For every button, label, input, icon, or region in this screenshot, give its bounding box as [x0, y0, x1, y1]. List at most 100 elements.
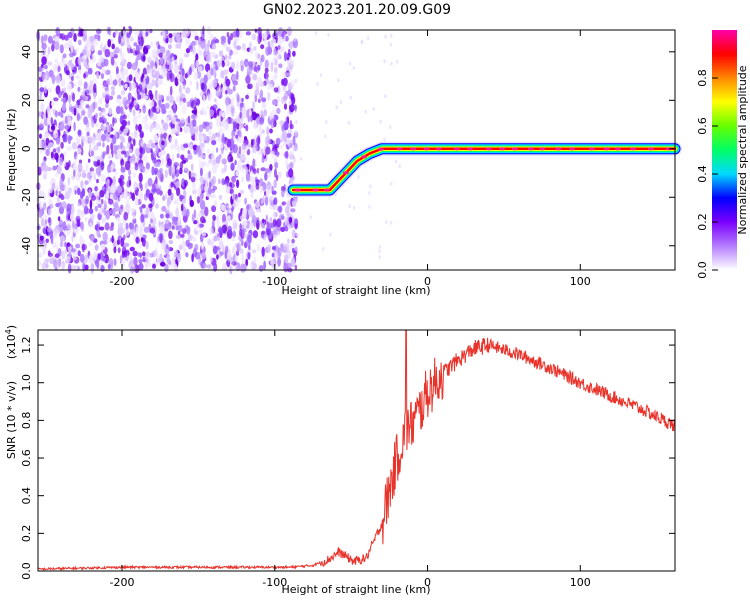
noise-speckle [110, 56, 115, 66]
noise-speckle [285, 156, 289, 167]
noise-speckle [105, 137, 111, 143]
noise-speckle [149, 227, 156, 234]
noise-speckle [44, 85, 47, 94]
noise-speckle [219, 251, 224, 256]
noise-speckle [216, 59, 222, 68]
noise-speckle [273, 67, 278, 74]
noise-speckle [171, 128, 176, 135]
noise-speckle [94, 244, 99, 251]
noise-speckle [156, 104, 160, 113]
noise-speckle [58, 190, 62, 195]
noise-speckle [172, 165, 176, 175]
noise-speckle [38, 123, 44, 131]
noise-speckle [212, 159, 216, 166]
noise-speckle [239, 111, 243, 119]
noise-speckle [327, 32, 330, 37]
noise-speckle [174, 217, 178, 226]
noise-speckle [383, 59, 386, 64]
noise-speckle [253, 256, 256, 264]
noise-speckle [93, 155, 97, 161]
noise-speckle [266, 126, 270, 136]
noise-speckle [193, 106, 198, 116]
noise-speckle [185, 38, 191, 46]
noise-speckle [283, 51, 288, 62]
noise-speckle [62, 59, 67, 68]
noise-speckle [97, 50, 103, 56]
noise-speckle [249, 185, 254, 193]
noise-speckle [81, 198, 85, 209]
noise-speckle [37, 166, 42, 176]
noise-speckle [75, 173, 81, 182]
noise-speckle [83, 116, 88, 125]
noise-speckle [60, 141, 64, 149]
noise-speckle [41, 35, 44, 45]
noise-speckle [283, 103, 288, 110]
y-tick-label: 0.4 [20, 487, 33, 505]
noise-speckle [128, 103, 133, 110]
noise-speckle [85, 162, 89, 173]
noise-speckle [60, 90, 65, 95]
noise-speckle [216, 233, 220, 238]
noise-speckle [72, 256, 77, 261]
noise-speckle [128, 222, 135, 230]
noise-speckle [195, 53, 199, 62]
snr-y-ticks: 0.0 0.2 0.4 0.6 0.8 1.0 1.2 [20, 336, 675, 580]
noise-speckle [161, 205, 167, 212]
noise-speckle [204, 206, 209, 217]
noise-speckle [235, 197, 241, 203]
noise-speckle [80, 222, 85, 232]
noise-speckle [185, 48, 191, 54]
noise-speckle [205, 55, 212, 64]
noise-speckle [274, 168, 277, 178]
noise-speckle [120, 159, 125, 166]
noise-speckle [165, 254, 170, 264]
noise-speckle [64, 184, 69, 194]
noise-speckle [110, 86, 116, 91]
noise-speckle [241, 46, 247, 52]
noise-speckle [164, 193, 168, 200]
noise-speckle [93, 144, 99, 151]
noise-speckle [226, 31, 230, 38]
noise-speckle [238, 146, 242, 154]
noise-speckle [166, 71, 170, 81]
noise-speckle [337, 78, 340, 83]
noise-speckle [207, 187, 212, 195]
noise-speckle [206, 162, 210, 168]
noise-speckle [82, 169, 86, 178]
noise-speckle [171, 256, 175, 263]
noise-speckle [241, 254, 245, 264]
noise-speckle [222, 213, 226, 224]
noise-speckle [113, 245, 117, 254]
noise-speckle [135, 124, 139, 131]
noise-speckle [88, 241, 94, 247]
noise-speckle [156, 257, 160, 266]
noise-speckle [115, 105, 121, 115]
noise-speckle [267, 244, 271, 253]
y-tick-label: 0.2 [20, 525, 33, 543]
noise-speckle [276, 218, 282, 228]
noise-speckle [135, 226, 139, 235]
noise-speckle [64, 133, 68, 143]
noise-speckle [77, 250, 81, 257]
colorbar-tick-label: 0.4 [696, 165, 709, 183]
noise-speckle [83, 205, 89, 215]
noise-speckle [77, 187, 81, 196]
noise-speckle [113, 192, 119, 201]
noise-speckle [124, 188, 128, 197]
noise-speckle [129, 246, 135, 252]
y-tick-label: 0.8 [20, 412, 33, 430]
noise-speckle [185, 252, 189, 258]
noise-speckle [166, 153, 170, 163]
noise-speckle [364, 109, 367, 114]
noise-speckle [144, 73, 147, 79]
noise-speckle [159, 261, 166, 267]
noise-speckle [173, 199, 178, 205]
noise-speckle [147, 254, 151, 265]
noise-speckle [175, 249, 178, 258]
noise-speckle [245, 94, 249, 100]
noise-speckle [211, 133, 216, 141]
noise-speckle [234, 159, 237, 166]
noise-speckle [47, 226, 52, 233]
noise-speckle [231, 107, 235, 117]
noise-speckle [389, 42, 392, 47]
